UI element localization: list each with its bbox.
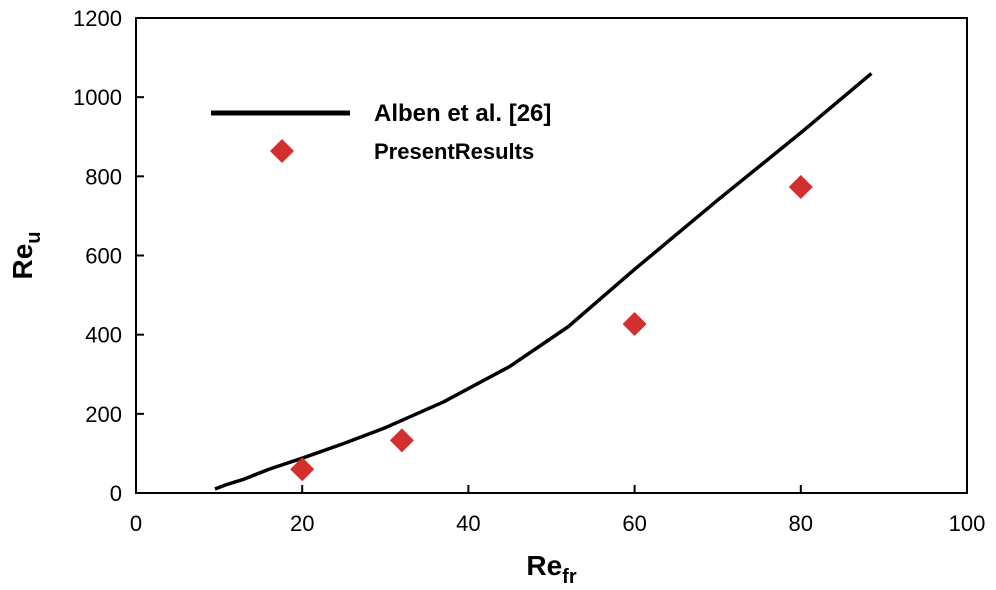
x-tick-label: 100 [949,511,986,536]
series-layer [214,72,873,491]
x-axis: 0 20 40 60 80 100 [130,485,985,536]
x-tick-label: 80 [789,511,813,536]
y-tick-label: 400 [85,323,122,348]
data-point-present-results [389,428,414,453]
y-tick-label: 0 [110,481,122,506]
legend-label-alben: Alben et al. [26] [374,100,551,127]
plot-area-border [135,17,968,494]
x-tick-label: 40 [456,511,480,536]
y-tick-label: 1000 [73,85,122,110]
x-axis-title-subscript: fr [562,566,577,588]
y-axis-title-main: Re [7,244,38,280]
x-tick-label: 20 [290,511,314,536]
y-tick-label: 800 [85,164,122,189]
plot-frame [135,17,968,494]
x-tick-label: 0 [130,511,142,536]
y-axis-title-subscript: u [23,231,45,243]
x-tick-label: 60 [622,511,646,536]
data-point-present-results [622,311,647,336]
legend-label-present: PresentResults [374,139,534,164]
legend-diamond-swatch [270,139,294,163]
x-axis-title: Refr [526,550,576,588]
y-axis: 0 200 400 600 800 1000 1200 [73,6,144,506]
y-tick-label: 1200 [73,6,122,31]
legend: Alben et al. [26] PresentResults [211,100,551,164]
y-tick-label: 200 [85,402,122,427]
data-point-present-results [290,457,315,482]
data-point-present-results [788,175,813,200]
x-axis-title-main: Re [526,550,562,581]
y-tick-label: 600 [85,244,122,269]
y-axis-title: Reu [7,231,45,279]
series-line-alben [214,72,873,491]
